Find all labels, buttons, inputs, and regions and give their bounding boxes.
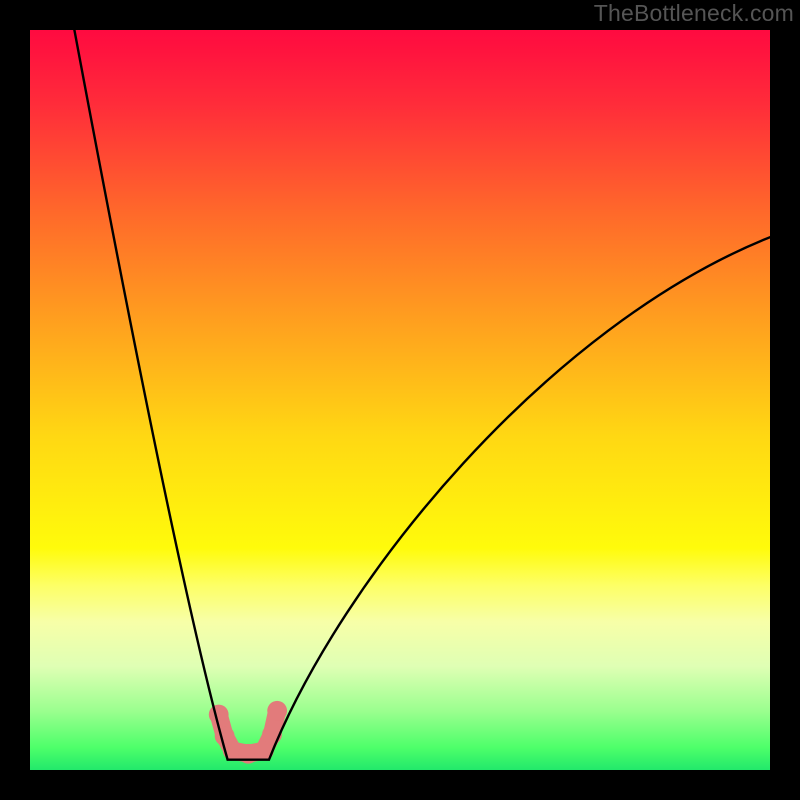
gradient-background — [30, 30, 770, 770]
chart-frame: TheBottleneck.com — [0, 0, 800, 800]
vertex-marker-bead — [267, 701, 287, 721]
watermark-text: TheBottleneck.com — [594, 0, 794, 27]
plot-area — [30, 30, 770, 770]
vertex-marker-bead — [209, 705, 229, 725]
plot-svg — [30, 30, 770, 770]
